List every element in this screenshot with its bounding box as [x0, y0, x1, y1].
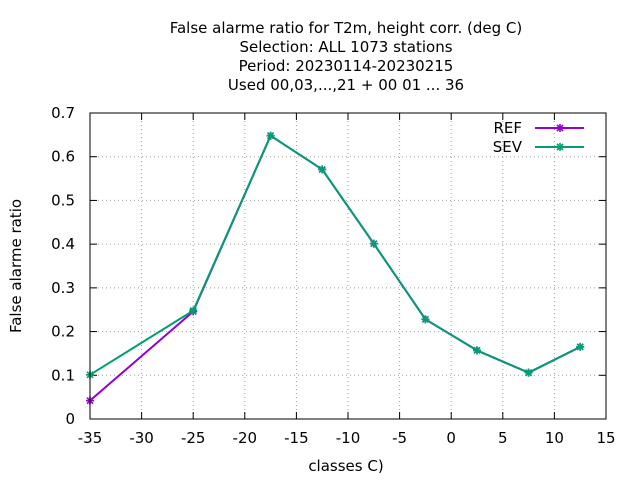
x-axis-label: classes C): [308, 457, 383, 475]
marker-d2: [556, 124, 564, 132]
y-tick-label: 0.6: [51, 148, 75, 166]
x-tick-label: 0: [446, 429, 456, 447]
x-tick-label: 5: [498, 429, 508, 447]
y-tick-label: 0: [65, 410, 75, 428]
data-point-sev: [369, 239, 378, 248]
marker-d2: [189, 307, 197, 315]
x-tick-label: -10: [336, 429, 361, 447]
legend-marker-sev: [556, 143, 564, 151]
title-line-3: Period: 20230114-20230215: [239, 57, 454, 75]
y-tick-label: 0.2: [51, 323, 75, 341]
data-point-sev: [473, 346, 481, 355]
marker-d2: [421, 315, 429, 323]
y-tick-label: 0.4: [51, 235, 75, 253]
x-tick-label: -30: [129, 429, 154, 447]
plot-frame: [89, 112, 607, 420]
data-point-sev: [318, 165, 327, 174]
x-tick-label: -5: [392, 429, 407, 447]
series-line-ref: [89, 134, 581, 402]
marker-d2: [576, 343, 584, 351]
chart-title: False alarme ratio for T2m, height corr.…: [170, 19, 523, 94]
series: [86, 131, 585, 405]
y-axis-label: False alarme ratio: [7, 199, 25, 333]
title-line-2: Selection: ALL 1073 stations: [239, 38, 452, 56]
y-tick-label: 0.3: [51, 279, 75, 297]
series-line-sev: [89, 134, 581, 376]
data-point-sev: [421, 315, 430, 324]
legend-label-sev: SEV: [493, 138, 523, 156]
marker-d2: [556, 143, 564, 151]
marker-d2: [318, 165, 326, 173]
x-tick-label: -20: [233, 429, 258, 447]
legend-label-ref: REF: [493, 119, 522, 137]
grid: [90, 113, 606, 419]
legend-marker-ref: [556, 124, 564, 132]
y-tick-label: 0.5: [51, 191, 75, 209]
y-tick-label: 0.1: [51, 366, 75, 384]
x-tick-label: -35: [78, 429, 103, 447]
title-line-1: False alarme ratio for T2m, height corr.…: [170, 19, 523, 37]
marker-d2: [473, 346, 481, 354]
x-tick-label: 10: [545, 429, 564, 447]
marker-d2: [267, 132, 275, 140]
y-tick-label: 0.7: [51, 104, 75, 122]
data-point-sev: [524, 368, 533, 377]
x-tick-label: 15: [596, 429, 615, 447]
marker-d2: [525, 369, 533, 377]
x-tick-label: -25: [181, 429, 206, 447]
marker-d2: [370, 240, 378, 248]
x-tick-label: -15: [284, 429, 309, 447]
title-line-4: Used 00,03,...,21 + 00 01 ... 36: [228, 76, 464, 94]
data-point-sev: [576, 342, 585, 351]
ticks: -35 -30 -25 -20 -15 -10 -5 0 5 10 15 0 0.1 0.2 0.3 0.4 0…: [51, 104, 615, 447]
data-point-sev: [189, 306, 198, 315]
data-point-sev: [266, 131, 275, 140]
